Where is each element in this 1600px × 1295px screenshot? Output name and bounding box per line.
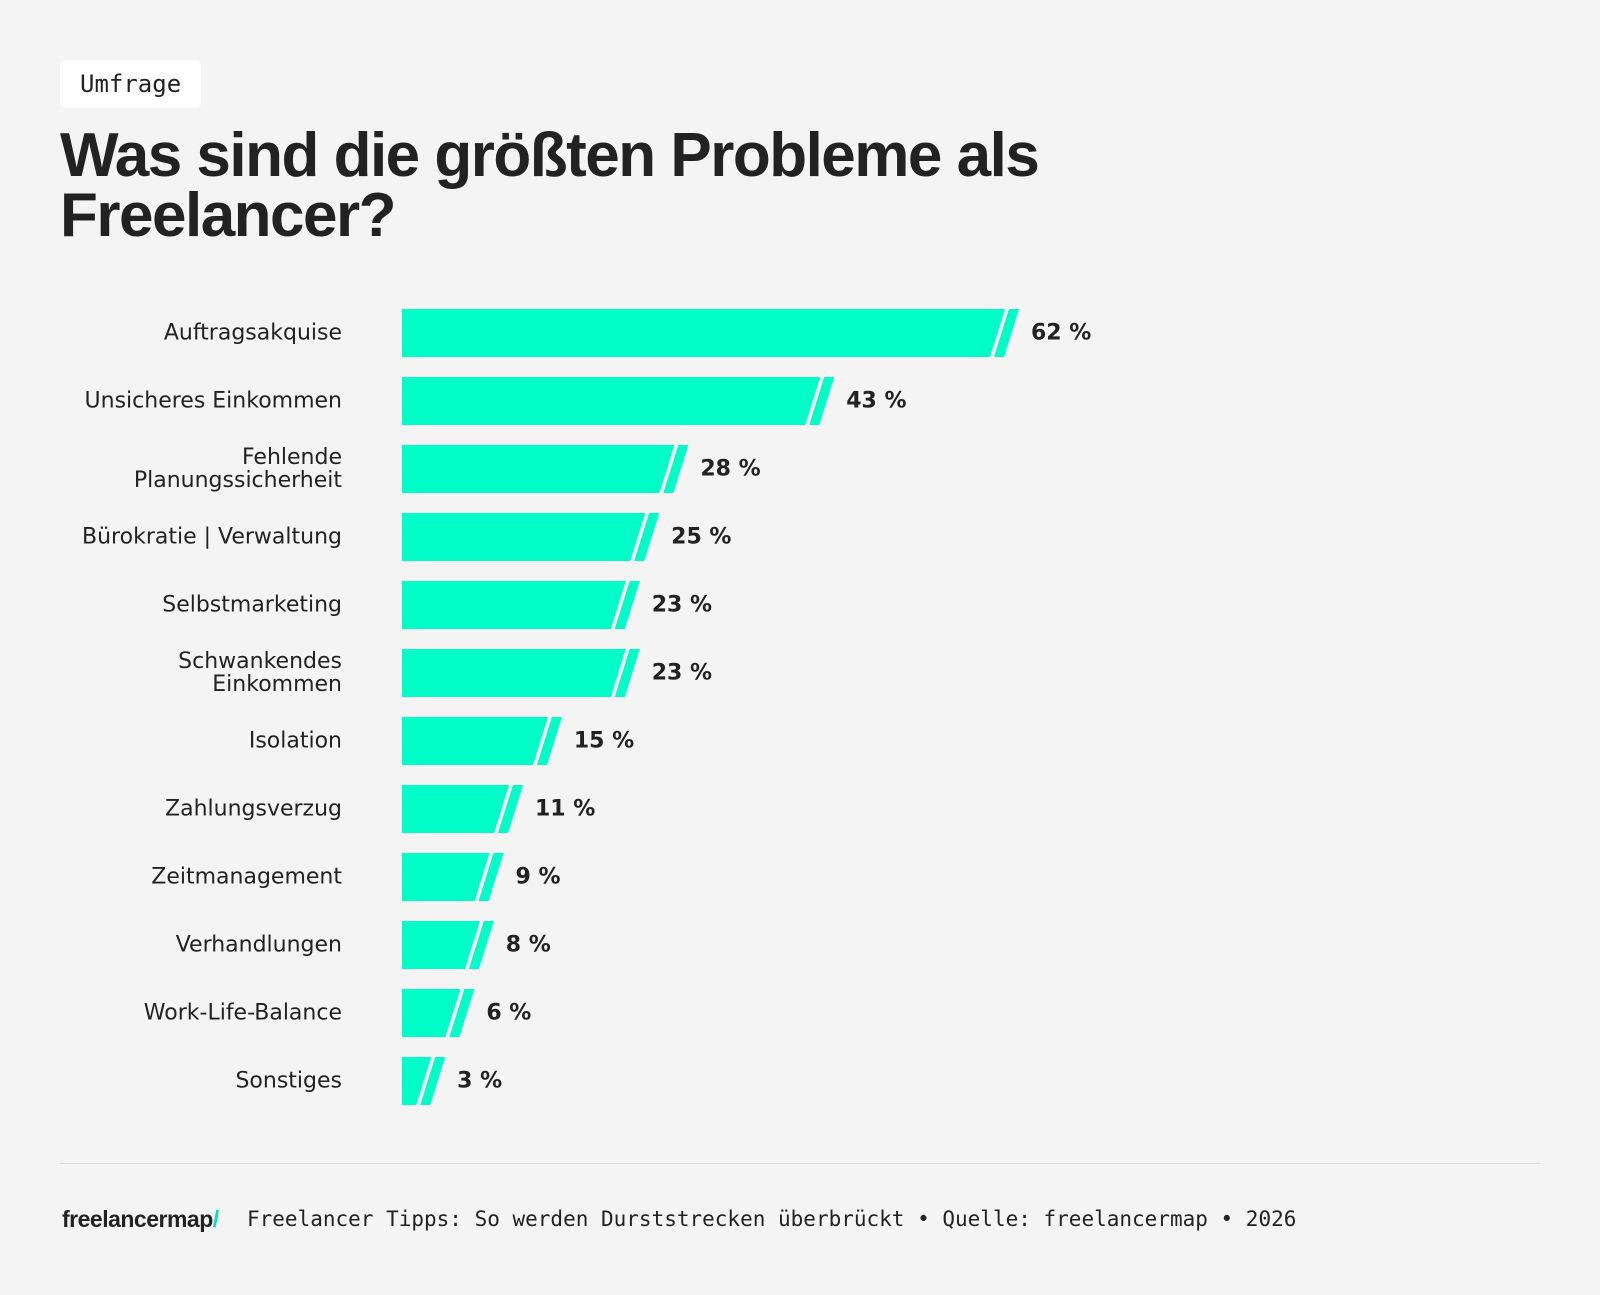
category-label: Selbstmarketing <box>162 592 342 618</box>
bar <box>402 445 689 493</box>
logo: freelancermap/ <box>62 1206 219 1233</box>
category-label: Zeitmanagement <box>151 864 342 890</box>
value-label: 28 % <box>700 456 761 482</box>
category-label: Auftragsakquise <box>163 320 342 346</box>
logo-text: freelancermap <box>62 1206 213 1232</box>
category-label: Verhandlungen <box>175 932 342 958</box>
value-label: 62 % <box>1031 320 1092 346</box>
bar <box>402 649 640 697</box>
bar <box>402 785 523 833</box>
value-label: 9 % <box>515 864 561 890</box>
value-label: 25 % <box>671 524 732 550</box>
bar <box>402 377 835 425</box>
logo-mark: / <box>212 1206 219 1232</box>
value-label: 11 % <box>534 796 596 822</box>
chart-title: Was sind die größten Probleme als Freela… <box>60 121 1040 250</box>
value-label: 43 % <box>846 388 907 414</box>
bar <box>402 581 640 629</box>
bar <box>402 309 1019 357</box>
bar <box>402 1057 446 1105</box>
bar <box>402 717 562 765</box>
source: Freelancer Tipps: So werden Durststrecke… <box>247 1207 1297 1231</box>
category-label: Bürokratie | Verwaltung <box>82 524 342 550</box>
category-label: Sonstiges <box>235 1068 342 1094</box>
category-label: Schwankendes Einkommen <box>178 649 342 697</box>
category-label: Zahlungsverzug <box>165 796 342 822</box>
category-label: Fehlende Planungssicherheit <box>133 445 342 493</box>
bar <box>402 853 504 901</box>
value-label: 23 % <box>651 592 713 618</box>
value-label: 23 % <box>651 660 713 686</box>
value-label: 15 % <box>573 728 635 754</box>
bar <box>402 921 494 969</box>
bar <box>402 513 660 561</box>
tag: Umfrage <box>60 60 202 108</box>
category-label: Isolation <box>248 728 342 754</box>
value-label: 3 % <box>457 1068 503 1094</box>
value-label: 8 % <box>505 932 551 958</box>
divider <box>60 1163 1540 1164</box>
category-label: Work-Life-Balance <box>143 1000 342 1026</box>
bar <box>402 989 475 1037</box>
category-label: Unsicheres Einkommen <box>84 388 342 414</box>
value-label: 6 % <box>486 1000 532 1026</box>
